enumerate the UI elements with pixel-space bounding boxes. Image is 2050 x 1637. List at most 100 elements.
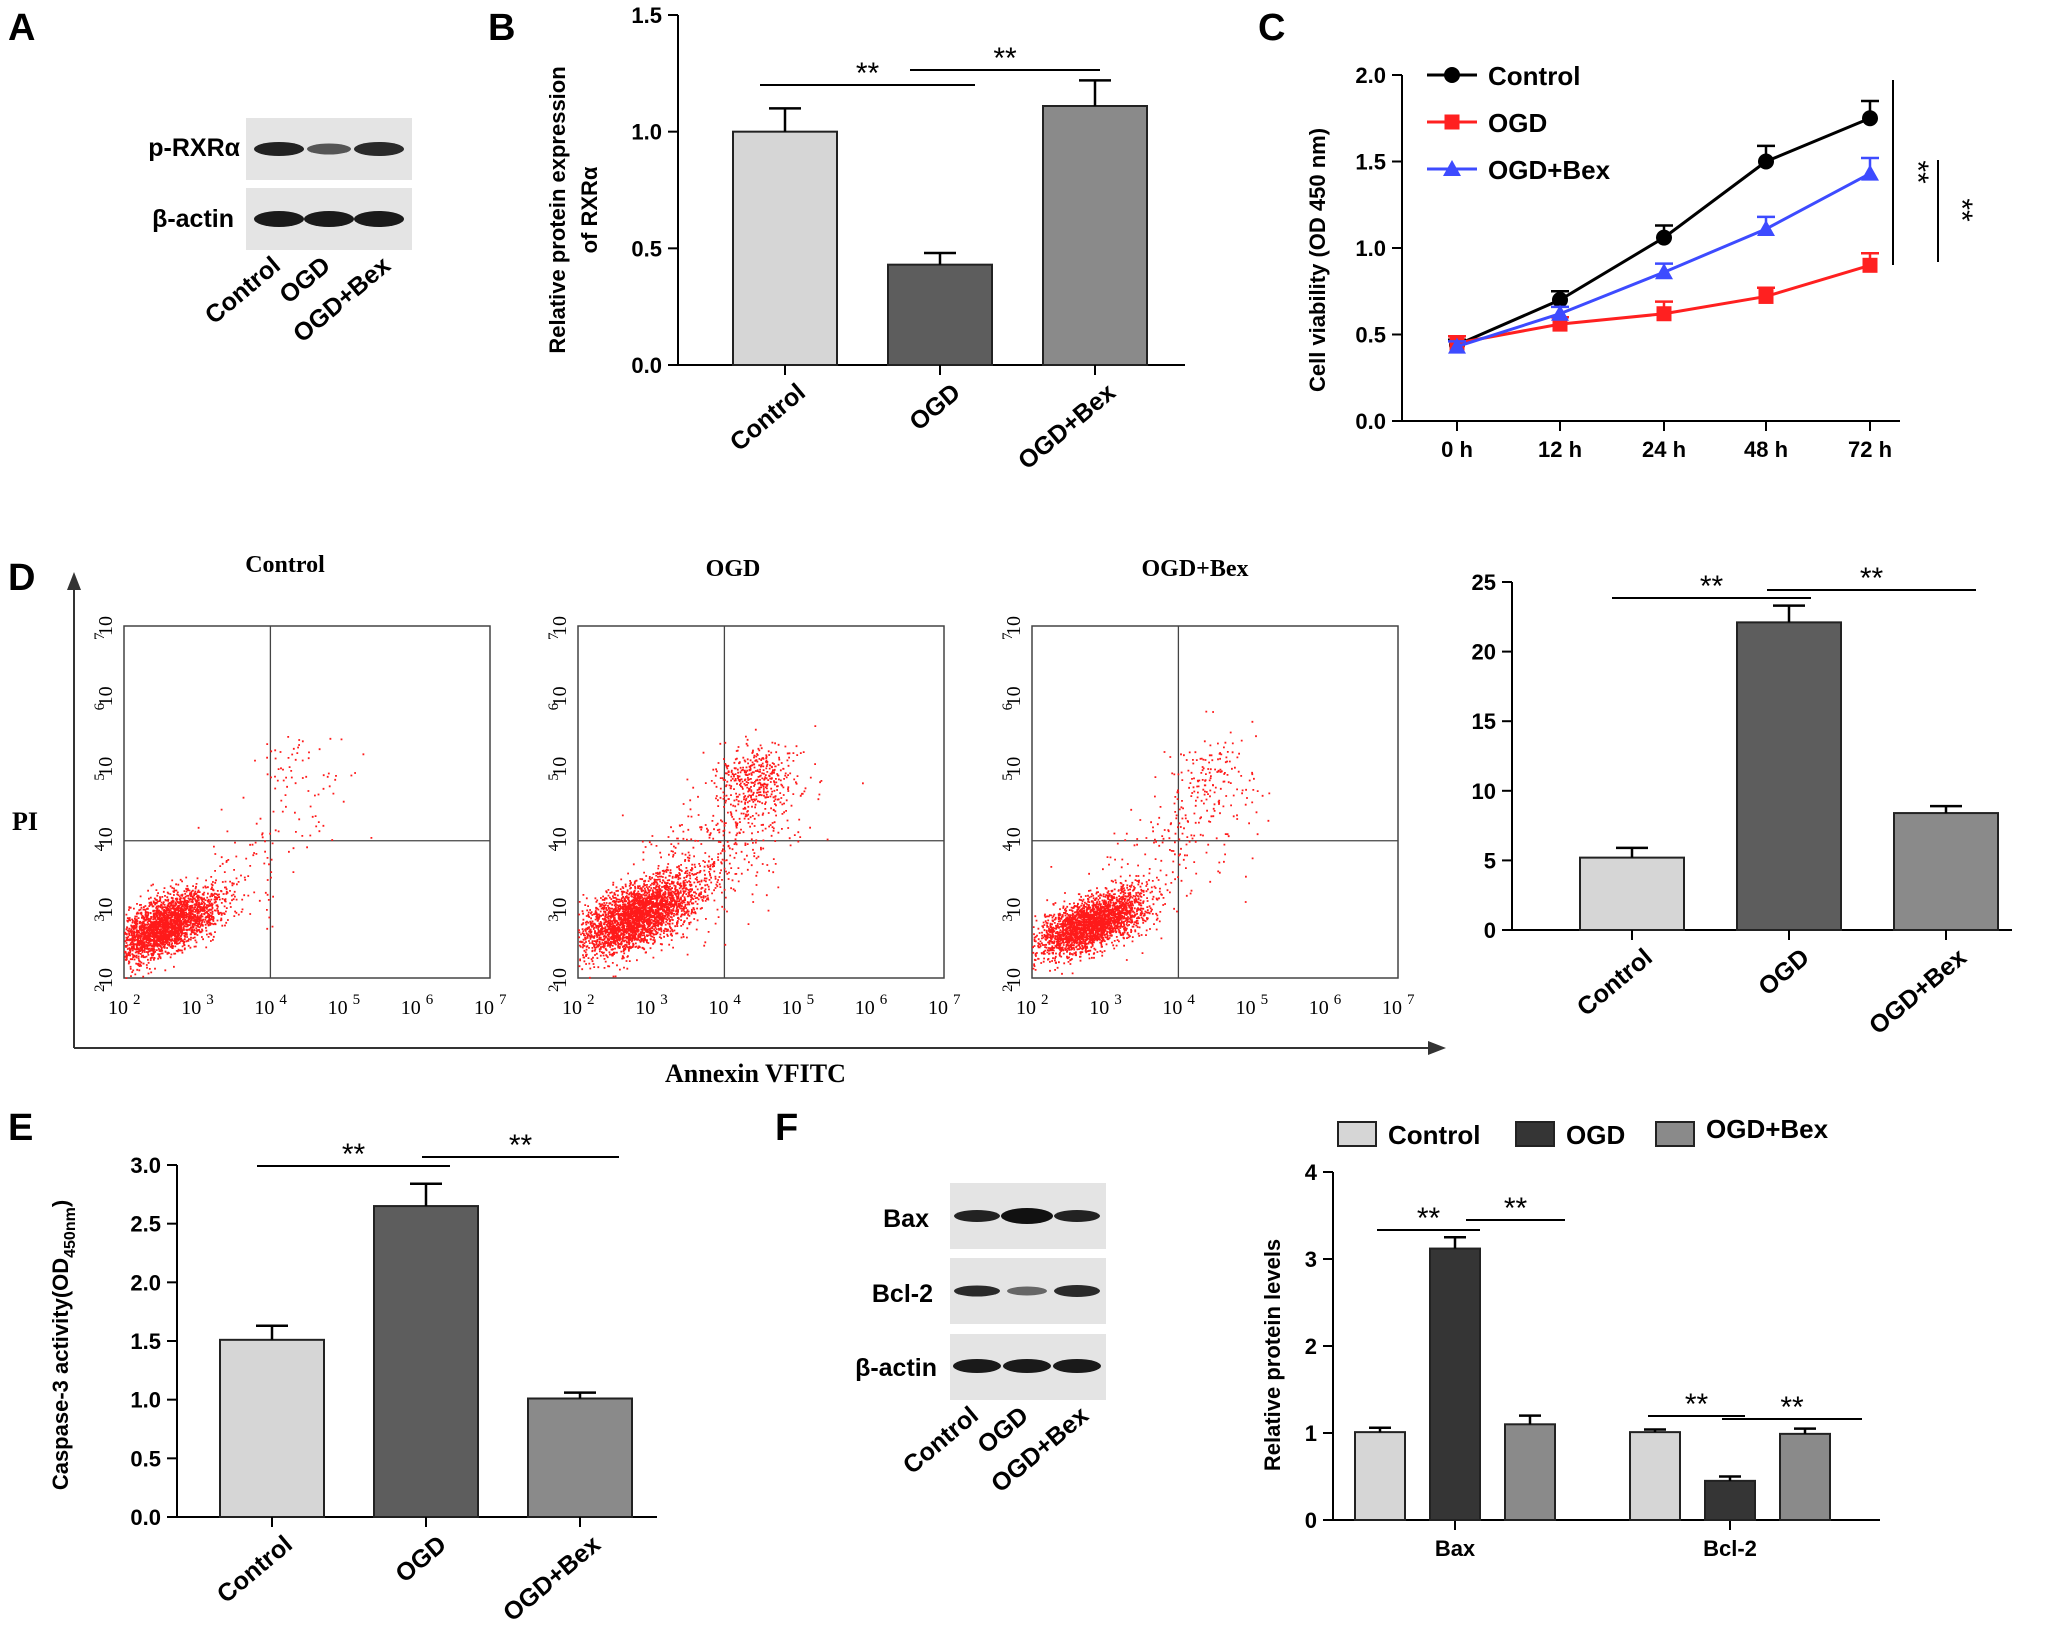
chart-3-ytick-label: 2.0 — [130, 1270, 161, 1295]
chart-1-significance-label: ** — [1901, 160, 1934, 184]
chart-1-point — [1552, 291, 1568, 308]
chart-0-category-label: Control — [725, 378, 811, 457]
chart-4-bar — [1354, 1431, 1406, 1522]
flow-xtick-base: 10 — [1382, 997, 1402, 1019]
flow-ytick-power: 4 — [92, 843, 108, 851]
chart-4-bar — [1779, 1432, 1831, 1521]
flow-xtick-power: 2 — [587, 992, 595, 1008]
flow-xtick-base: 10 — [635, 997, 655, 1019]
flow-xtick-power: 7 — [1407, 992, 1415, 1008]
chart-1-legend-marker — [1444, 67, 1460, 83]
chart-4-significance-label: ** — [1780, 1391, 1804, 1424]
chart-c: Cell viability (OD 450 nm) 0.0 0.5 1.0 1.5 2… — [1305, 61, 1978, 462]
chart-e-ylabel-main: Caspase-3 activity(OD — [48, 1258, 73, 1490]
flow-ytick-base: 10 — [1003, 616, 1025, 636]
chart-2-ytick-label: 20 — [1472, 640, 1496, 665]
chart-1-legend-marker — [1443, 160, 1461, 176]
blot-f-band-bcl2 — [1007, 1286, 1047, 1296]
chart-4-legend-label: Control — [1388, 1120, 1480, 1150]
chart-4-legend-swatch — [1337, 1121, 1377, 1147]
chart-4-bar — [1504, 1423, 1556, 1522]
chart-d: 0 5 10 15 20 25 Control OGD OGD+Bex ** ** — [1472, 562, 2012, 1040]
chart-3-ytick-label: 1.5 — [130, 1329, 161, 1354]
chart-1-legend-label: OGD+Bex — [1488, 155, 1611, 185]
chart-1-xtick-label: 0 h — [1441, 437, 1473, 462]
flow-xtick-base: 10 — [708, 997, 728, 1019]
chart-3-bar — [219, 1338, 325, 1518]
flow-xtick-power: 2 — [133, 992, 141, 1008]
flow-ytick-base: 10 — [95, 898, 117, 918]
chart-2-significance-label: ** — [1860, 562, 1884, 595]
flow-plot-frame — [123, 625, 491, 979]
chart-2-bar — [1893, 812, 1999, 932]
chart-0-category-label: OGD+Bex — [1013, 378, 1121, 475]
chart-3-bar — [527, 1397, 633, 1518]
flow-xtick-power: 7 — [953, 992, 961, 1008]
flow-ytick-base: 10 — [1003, 898, 1025, 918]
chart-4-significance-label: ** — [1504, 1192, 1528, 1225]
flow-ytick-power: 2 — [546, 985, 562, 993]
chart-4-significance-label: ** — [1417, 1202, 1441, 1235]
flow-ytick-power: 3 — [546, 914, 562, 922]
flow-xtick-base: 10 — [1236, 997, 1256, 1019]
flow-ytick-base: 10 — [549, 616, 571, 636]
blot-f-row-label-actin: β-actin — [855, 1354, 937, 1382]
chart-4-ytick-label: 4 — [1305, 1160, 1318, 1185]
chart-0-significance-label: ** — [993, 42, 1017, 75]
chart-2-ytick-label: 0 — [1484, 918, 1496, 943]
chart-0-ytick-label: 0.5 — [631, 236, 662, 261]
chart-4-bar — [1629, 1431, 1681, 1522]
chart-0-bar — [1042, 105, 1148, 366]
chart-2-bar — [1736, 621, 1842, 931]
flow-ytick-base: 10 — [1003, 968, 1025, 988]
chart-1-legend-label: OGD — [1488, 108, 1547, 138]
chart-0-category-label: OGD — [904, 378, 966, 436]
flow-ytick-base: 10 — [549, 968, 571, 988]
flow-plot-title: Control — [245, 552, 325, 578]
flow-xtick-power: 4 — [279, 992, 287, 1008]
flow-xtick-power: 4 — [733, 992, 741, 1008]
chart-1-ytick-label: 1.0 — [1355, 236, 1386, 261]
blot-f-row-label-bax: Bax — [883, 1205, 929, 1233]
flow-ytick-base: 10 — [1003, 827, 1025, 847]
chart-4-ytick-label: 2 — [1305, 1334, 1317, 1359]
chart-1-point — [1656, 229, 1672, 246]
flow-xtick-power: 6 — [426, 992, 434, 1008]
flow-ytick-power: 6 — [1000, 702, 1016, 710]
blot-f-band-bax — [1054, 1210, 1100, 1222]
chart-4-category-label: Bcl-2 — [1703, 1536, 1757, 1561]
chart-2-ytick-label: 5 — [1484, 848, 1496, 873]
flow-xtick-base: 10 — [401, 997, 421, 1019]
blot-f-band-bcl2 — [954, 1285, 1000, 1297]
chart-2-category-label: Control — [1572, 943, 1658, 1022]
flow-xtick-base: 10 — [254, 997, 274, 1019]
chart-1-legend-label: Control — [1488, 61, 1580, 91]
flow-ylabel: PI — [12, 807, 38, 836]
chart-2-significance-label: ** — [1700, 570, 1724, 603]
flow-xtick-power: 6 — [880, 992, 888, 1008]
flow-xtick-base: 10 — [1309, 997, 1329, 1019]
flow-plot-frame — [1031, 625, 1399, 979]
flow-ytick-base: 10 — [95, 827, 117, 847]
flow-xtick-base: 10 — [1089, 997, 1109, 1019]
blot-f-band-bax — [1001, 1208, 1053, 1224]
chart-2-ytick-label: 25 — [1472, 570, 1496, 595]
flow-xtick-base: 10 — [1016, 997, 1036, 1019]
flow-ytick-power: 6 — [92, 702, 108, 710]
chart-1-point — [1656, 306, 1672, 322]
flow-ytick-base: 10 — [549, 898, 571, 918]
flow-xtick-power: 5 — [807, 992, 815, 1008]
chart-1-xtick-label: 24 h — [1642, 437, 1686, 462]
panel-label-a: A — [8, 7, 35, 49]
blot-a-lane-label: Control — [200, 251, 286, 330]
chart-1-point — [1655, 263, 1673, 280]
flow-ytick-base: 10 — [95, 757, 117, 777]
chart-1-point — [1758, 288, 1774, 304]
chart-4-bar — [1704, 1479, 1756, 1521]
panel-label-e: E — [8, 1107, 33, 1149]
chart-3-ytick-label: 3.0 — [130, 1153, 161, 1178]
chart-3-significance-label: ** — [342, 1138, 366, 1171]
flow-xtick-base: 10 — [1162, 997, 1182, 1019]
